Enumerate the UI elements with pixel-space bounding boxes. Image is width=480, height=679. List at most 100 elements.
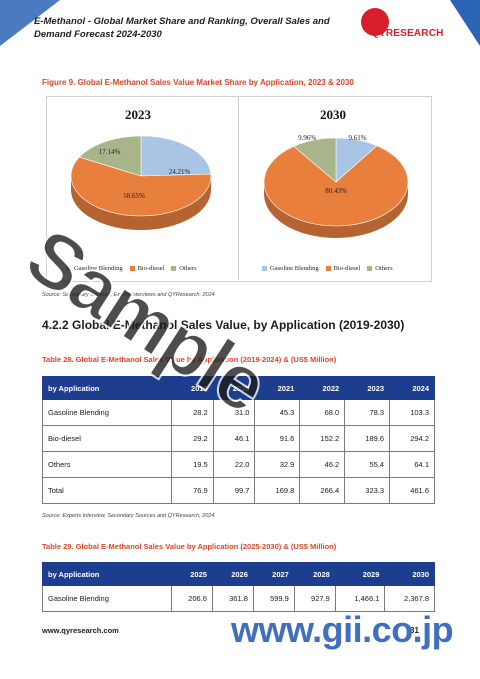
pie-slice-bio-diesel <box>70 156 212 217</box>
pie-data-label: 80.43% <box>325 187 347 195</box>
pie-title-2030: 2030 <box>320 107 346 122</box>
legend-label: Others <box>375 265 393 272</box>
table-cell: 266.4 <box>299 477 346 504</box>
column-header: 2027 <box>252 562 295 586</box>
table-cell: Bio-diesel <box>42 425 172 452</box>
legend-label: Bio-diesel <box>333 265 361 272</box>
table-cell: 169.8 <box>254 477 301 504</box>
footer-url: www.qyresearch.com <box>42 626 119 635</box>
table-header-row: by Application 2025 2026 2027 2028 2029 … <box>42 562 435 586</box>
legend-swatch <box>171 266 177 271</box>
table-cell: 294.2 <box>389 425 435 452</box>
column-header: 2019 <box>171 376 214 400</box>
gii-watermark: www.gii.co.jp <box>231 609 454 650</box>
table-cell: 206.6 <box>171 585 213 612</box>
table-cell: 323.3 <box>344 477 391 504</box>
header-accent-right <box>450 0 480 46</box>
qyresearch-logo-icon <box>361 8 389 36</box>
table-cell: 461.6 <box>389 477 435 504</box>
pie-slice-bio-diesel <box>263 145 409 227</box>
table-cell: 19.5 <box>171 451 214 478</box>
page-number: 31 <box>410 626 419 635</box>
table-cell: Gasoline Blending <box>42 585 172 612</box>
pie-data-label: 9.61% <box>349 134 367 142</box>
legend-swatch <box>66 266 71 271</box>
column-header: 2020 <box>212 376 256 400</box>
pie-chart-2023: 24.21% 58.65% 17.14% <box>70 135 212 230</box>
figure-source: Source: Secondary Sources, Expert Interv… <box>42 292 215 298</box>
column-header: 2022 <box>299 376 346 400</box>
table-cell: 32.9 <box>254 451 301 478</box>
table-cell: 28.2 <box>171 399 214 426</box>
qyresearch-logo-text: QYRESEARCH <box>371 28 444 39</box>
table-cell: 22.0 <box>212 451 256 478</box>
table-row: Gasoline Blending 206.6 361.8 599.9 927.… <box>42 585 435 612</box>
legend-2023: Gasoline Blending Bio-diesel Others <box>66 265 197 272</box>
table-cell: 64.1 <box>389 451 435 478</box>
table-cell: 31.0 <box>212 399 256 426</box>
table-cell: 55.4 <box>344 451 391 478</box>
column-header: by Application <box>42 562 172 586</box>
table-29: by Application 2025 2026 2027 2028 2029 … <box>42 562 435 612</box>
column-header: by Application <box>42 376 172 400</box>
table-cell: Total <box>42 477 172 504</box>
table-cell: 103.3 <box>389 399 435 426</box>
column-header: 2023 <box>344 376 391 400</box>
pie-title-2023: 2023 <box>125 107 151 122</box>
table-header-row: by Application 2019 2020 2021 2022 2023 … <box>42 376 435 400</box>
column-header: 2024 <box>389 376 435 400</box>
legend-swatch <box>262 266 267 271</box>
pie-side-wall <box>71 176 211 230</box>
legend-label: Bio-diesel <box>137 265 165 272</box>
table-29-title: Table 29. Global E-Methanol Sales Value … <box>42 542 337 551</box>
table-cell: 361.8 <box>211 585 254 612</box>
table-cell: 1,466.1 <box>334 585 386 612</box>
table-cell: 46.2 <box>299 451 346 478</box>
legend-swatch <box>325 266 331 271</box>
table-row: Others 19.5 22.0 32.9 46.2 55.4 64.1 <box>42 451 435 478</box>
column-header: 2025 <box>171 562 213 586</box>
column-header: 2021 <box>254 376 301 400</box>
table-cell: 189.6 <box>344 425 391 452</box>
table-cell: 152.2 <box>299 425 346 452</box>
table-cell: 599.9 <box>252 585 295 612</box>
document-title: E-Methanol - Global Market Share and Ran… <box>34 16 330 40</box>
pie-charts: 24.21% 58.65% 17.14% 9.61% 80.43% 9.96% <box>70 134 409 238</box>
pie-data-label: 58.65% <box>123 192 145 200</box>
column-header: 2026 <box>211 562 254 586</box>
legend-label: Others <box>179 265 197 272</box>
column-header: 2030 <box>384 562 435 586</box>
table-cell: 2,367.8 <box>384 585 435 612</box>
pie-chart-2030: 9.61% 80.43% 9.96% <box>263 134 409 238</box>
table-row: Gasoline Blending 28.2 31.0 45.3 68.0 78… <box>42 399 435 426</box>
table-28: by Application 2019 2020 2021 2022 2023 … <box>42 376 435 504</box>
pie-side-wall <box>264 182 408 238</box>
column-header: 2029 <box>334 562 386 586</box>
pie-data-label: 9.96% <box>298 134 316 142</box>
column-header: 2028 <box>293 562 336 586</box>
legend-label: Gasoline Blending <box>74 265 123 272</box>
pie-data-label: 17.14% <box>99 148 121 156</box>
legend-swatch <box>367 266 373 271</box>
pie-slice-gasoline-blending <box>140 135 212 177</box>
table-cell: 68.0 <box>299 399 346 426</box>
table-cell: 78.3 <box>344 399 391 426</box>
table-cell: 29.2 <box>171 425 214 452</box>
table-cell: 927.9 <box>293 585 336 612</box>
table-cell: Others <box>42 451 172 478</box>
table-row: Bio-diesel 29.2 46.1 91.6 152.2 189.6 29… <box>42 425 435 452</box>
header-accent-left <box>0 0 60 46</box>
figure-divider <box>238 96 239 280</box>
table-cell: 76.9 <box>171 477 214 504</box>
table-row-total: Total 76.9 99.7 169.8 266.4 323.3 461.6 <box>42 477 435 504</box>
table-cell: 91.6 <box>254 425 301 452</box>
pie-slice-others <box>293 137 337 183</box>
table-cell: Gasoline Blending <box>42 399 172 426</box>
table-28-source: Source: Experts Interview, Secondary Sou… <box>42 513 215 519</box>
legend-label: Gasoline Blending <box>270 265 319 272</box>
table-28-title: Table 28. Global E-Methanol Sales Value … <box>42 355 337 364</box>
table-cell: 45.3 <box>254 399 301 426</box>
table-cell: 46.1 <box>212 425 256 452</box>
figure-title: Figure 9. Global E-Methanol Sales Value … <box>42 78 354 87</box>
legend-2030: Gasoline Blending Bio-diesel Others <box>262 265 393 272</box>
